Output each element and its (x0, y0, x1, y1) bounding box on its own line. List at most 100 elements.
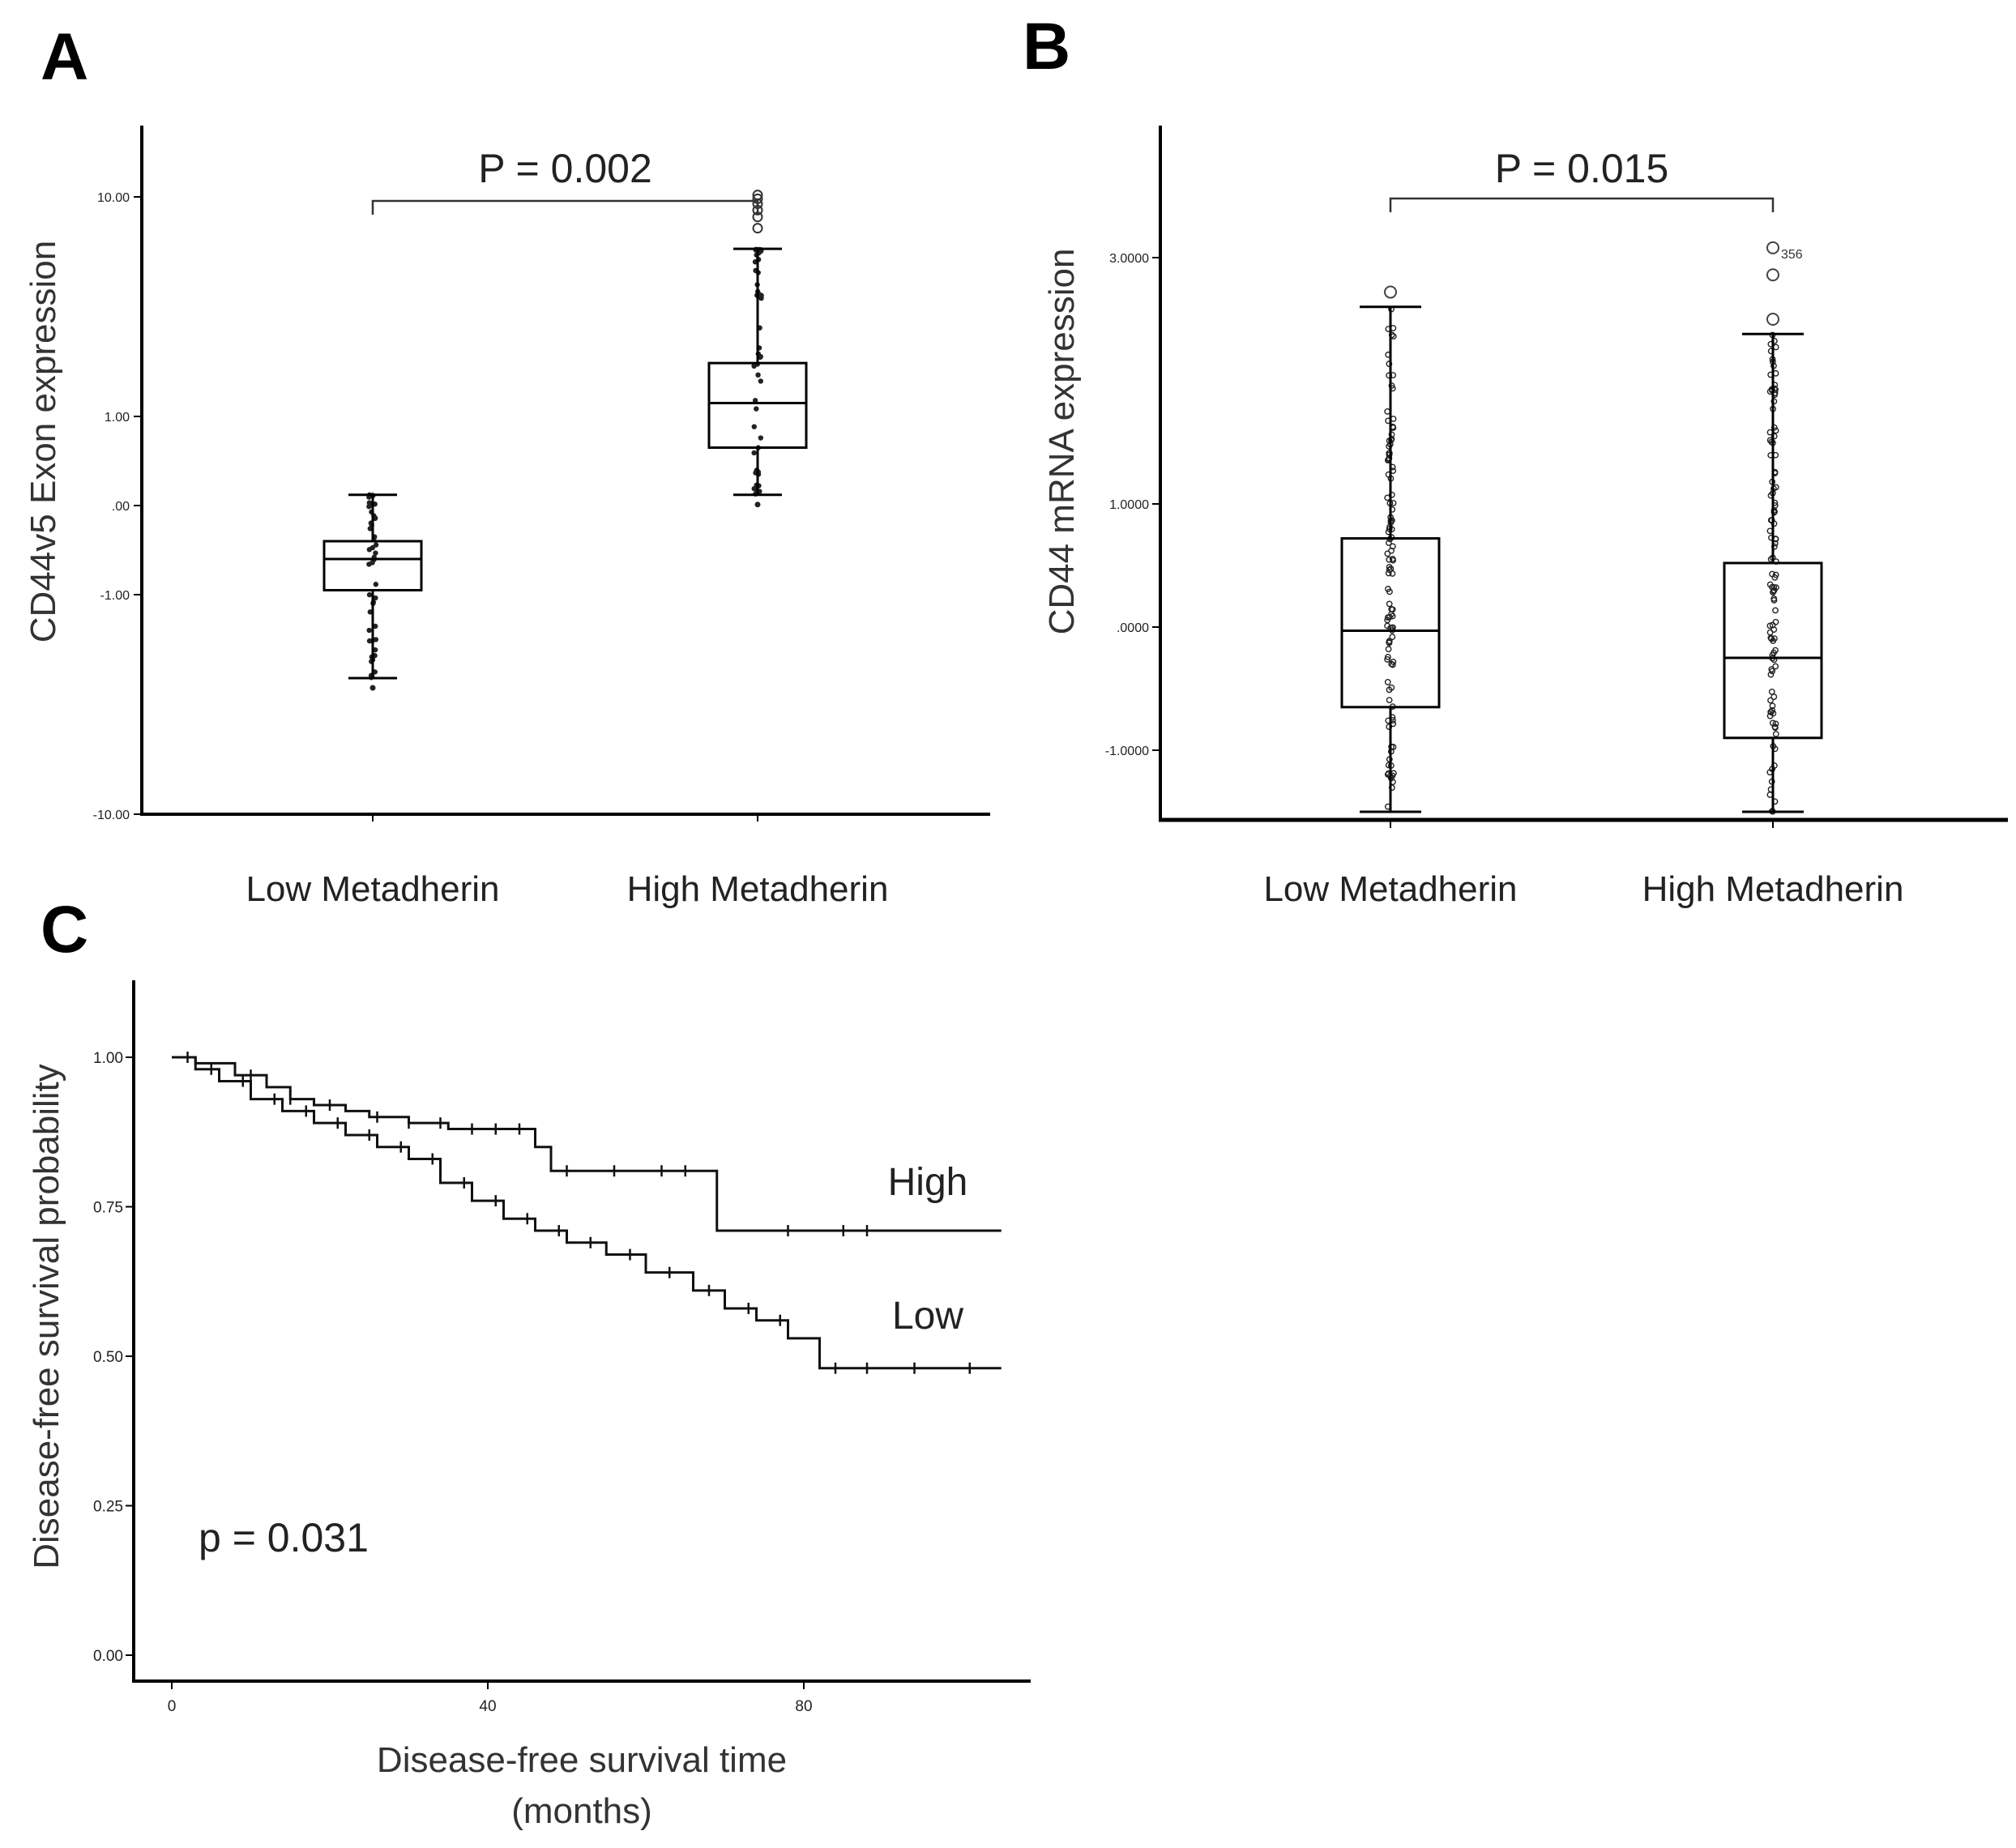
panel-c-y-tick-label: 0.00 (93, 1648, 123, 1665)
panel-c-ticks: 1.00 0.75 0.50 0.25 0.00 0 40 80 (93, 1050, 813, 1715)
panel-b-y-tick-label: 1.0000 (1109, 498, 1149, 512)
panel-b-data-point (1388, 547, 1395, 554)
panel-b-data-point (1770, 694, 1778, 700)
panel-b-data-point (1386, 588, 1393, 595)
panel-b-data-point (1385, 570, 1392, 577)
panel-a-outlier (752, 223, 763, 234)
panel-b-category-label: Low Metadherin (1263, 869, 1517, 909)
panel-a-y-tick-label: 10.00 (97, 191, 130, 205)
panel-a-data-point (751, 485, 757, 492)
panel-b-data-point (1769, 668, 1776, 675)
panel-a-category-label: High Metadherin (627, 869, 889, 909)
panel-b-data-point (1771, 635, 1778, 642)
panel-b-outlier (1766, 268, 1779, 282)
panel-a-data-point (758, 435, 764, 441)
panel-c-series-label-high: High (888, 1161, 968, 1204)
panel-b-data-point (1772, 731, 1779, 737)
panel-a-p-value: P = 0.002 (478, 146, 652, 191)
panel-c-y-tick-label: 0.75 (93, 1200, 123, 1217)
panel-b-data-point (1770, 710, 1777, 717)
panel-a-y-tick-label: -1.00 (100, 589, 130, 603)
panel-b-box (1340, 537, 1441, 709)
panel-b-data-point (1389, 634, 1396, 640)
panel-a-box-group (707, 190, 808, 508)
panel-c-series-low (172, 1052, 1002, 1374)
panel-c-series-high (172, 1056, 1002, 1237)
panel-a-significance: P = 0.002 (371, 146, 759, 215)
panel-a-data-point (373, 542, 379, 548)
panel-c-ylabel: Disease-free survival probability (27, 1064, 66, 1569)
panel-b-data-point (1767, 697, 1774, 704)
panel-b-data-point (1384, 656, 1391, 663)
panel-a-data-point (367, 609, 373, 615)
panel-b: B CD44 mRNA expression 3.0000 1.0000 .0000… (1023, 10, 2008, 909)
panel-a-data-point (373, 582, 379, 587)
panel-b-data-point (1772, 618, 1779, 625)
panel-b-data-point (1384, 617, 1391, 624)
panel-b-data-point (1767, 671, 1775, 678)
panel-b-data-point (1768, 688, 1775, 695)
panel-a-data-point (366, 591, 373, 598)
panel-a: A CD44v5 Exon expression 10.00 1.00 .00 -1.… (23, 20, 990, 909)
panel-b-categories: Low Metadherin High Metadherin (1263, 820, 1903, 909)
panel-a-data-point (373, 637, 379, 642)
panel-b-data-point (1769, 621, 1776, 629)
panel-c-xlabel-line2: (months) (511, 1791, 652, 1831)
panel-b-data-point (1772, 571, 1779, 578)
panel-a-data-point (366, 627, 372, 634)
panel-a-bracket (371, 199, 759, 215)
panel-b-data-point (1769, 583, 1775, 591)
panel-a-extreme-point (754, 501, 761, 508)
panel-b-box (1723, 561, 1823, 740)
panel-b-data-point (1384, 653, 1391, 660)
panel-c-x-tick-label: 80 (795, 1698, 812, 1715)
panel-b-data-point (1389, 570, 1396, 577)
panel-a-extreme-point (369, 685, 376, 691)
panel-b-data-point (1389, 661, 1396, 668)
panel-a-box (322, 540, 423, 591)
panel-c-letter: C (41, 893, 88, 967)
panel-a-data-point (751, 450, 757, 456)
panel-a-box (707, 361, 808, 449)
panel-b-data-point (1384, 622, 1390, 630)
panel-b-data-point (1384, 679, 1391, 685)
panel-c: C Disease-free survival probability Dise… (27, 893, 1031, 1831)
panel-b-data-point (1389, 612, 1396, 620)
panel-b-box-group (1340, 285, 1441, 813)
panel-b-data-point (1769, 706, 1776, 714)
panel-b-p-value: P = 0.015 (1495, 146, 1669, 191)
panel-b-outlier (1766, 241, 1779, 254)
panel-a-category-label: Low Metadherin (246, 869, 499, 909)
panel-c-y-tick-label: 0.25 (93, 1499, 123, 1516)
panel-b-data-point (1388, 684, 1395, 691)
panel-b-y-tick-label: .0000 (1117, 621, 1149, 635)
panel-b-data-point (1770, 649, 1777, 656)
panel-b-data-point (1386, 540, 1392, 546)
panel-b-data-point (1768, 635, 1775, 642)
panel-b-data-point (1386, 361, 1393, 367)
panel-c-curves (172, 1052, 1002, 1374)
panel-b-data-point (1385, 646, 1392, 653)
panel-b-outlier (1384, 285, 1397, 299)
panel-a-data-point (751, 424, 757, 429)
panel-a-y-tick-label: .00 (112, 500, 130, 514)
panel-b-y-tick-label: -1.0000 (1105, 745, 1149, 758)
panel-a-data-point (752, 398, 758, 403)
panel-c-xlabel-line1: Disease-free survival time (377, 1740, 787, 1780)
panel-a-categories: Low Metadherin High Metadherin (246, 814, 888, 909)
panel-a-data-point (373, 595, 378, 601)
panel-a-data-point (758, 378, 764, 384)
panel-a-y-ticks: 10.00 1.00 .00 -1.00 -10.00 (93, 191, 142, 822)
panel-b-data-point (1770, 595, 1778, 602)
panel-c-y-tick-label: 1.00 (93, 1050, 123, 1067)
panel-a-data-point (367, 526, 373, 531)
panel-b-data-point (1386, 563, 1393, 570)
panel-a-data-point (366, 547, 373, 553)
panel-b-boxes: 356 (1340, 241, 1823, 815)
panel-b-letter: B (1023, 10, 1070, 83)
panel-b-outlier (1766, 313, 1779, 326)
panel-b-ylabel: CD44 mRNA expression (1042, 249, 1082, 635)
panel-a-data-point (372, 647, 378, 653)
panel-a-y-tick-label: 1.00 (105, 411, 130, 425)
